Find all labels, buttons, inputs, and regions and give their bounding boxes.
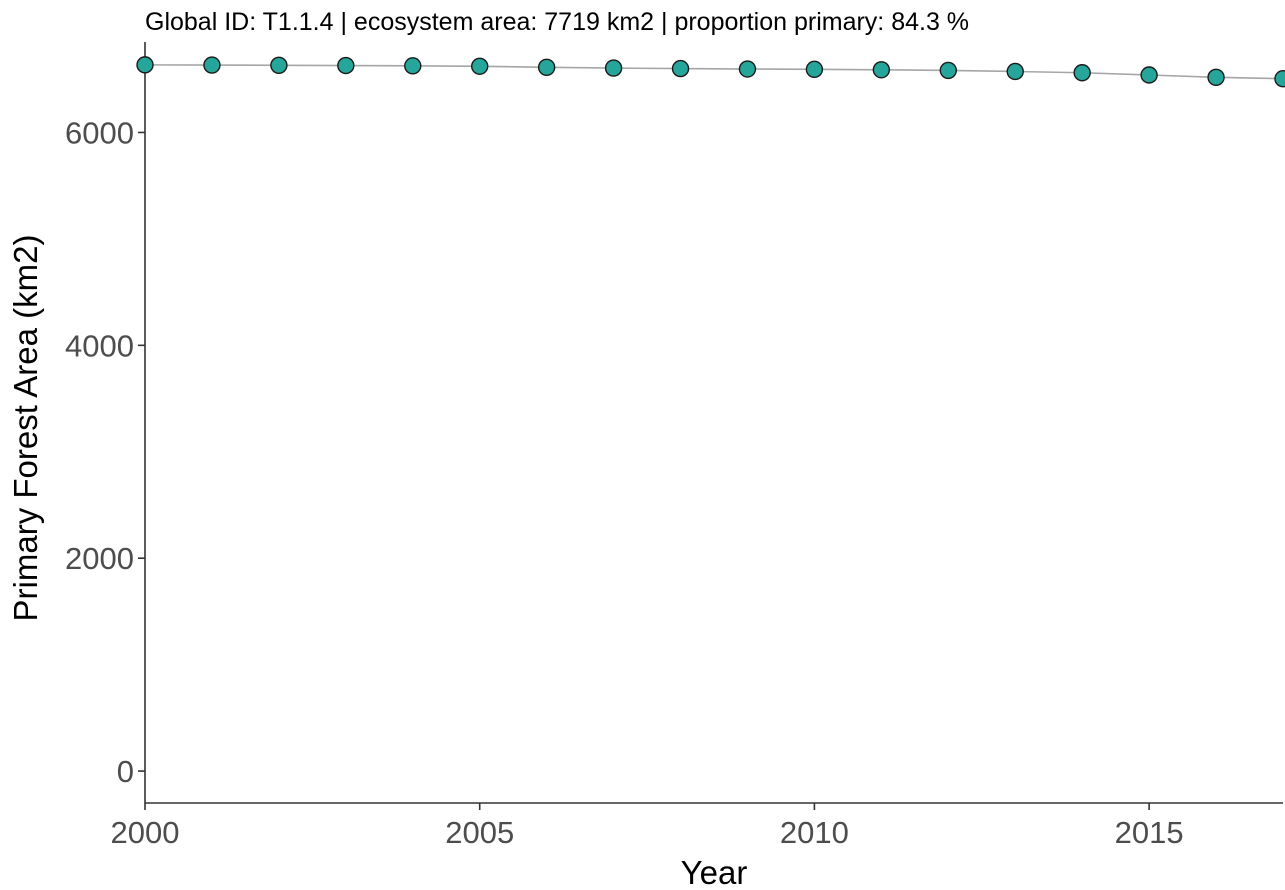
y-axis-ticks: 0 2000 4000 6000 xyxy=(65,115,145,789)
x-axis-ticks: 2000 2005 2010 2015 xyxy=(111,803,1184,850)
x-axis-title: Year xyxy=(681,854,748,890)
y-tick-label: 0 xyxy=(117,754,134,789)
x-tick-label: 2010 xyxy=(780,815,849,850)
data-point xyxy=(136,56,154,74)
data-point xyxy=(604,59,623,77)
data-point xyxy=(738,60,757,78)
data-point xyxy=(1006,62,1024,81)
data-point xyxy=(872,61,891,79)
data-point xyxy=(337,56,355,75)
data-point xyxy=(471,57,489,75)
data-point xyxy=(1207,68,1225,87)
data-point xyxy=(537,58,556,77)
data-point xyxy=(270,56,288,75)
data-point xyxy=(1140,66,1158,84)
chart-title: Global ID: T1.1.4 | ecosystem area: 7719… xyxy=(145,8,969,36)
x-tick-label: 2005 xyxy=(445,815,514,850)
data-point xyxy=(404,57,422,75)
series-line xyxy=(144,64,1284,80)
y-tick-label: 4000 xyxy=(65,328,134,363)
data-point xyxy=(939,61,957,80)
y-axis-title: Primary Forest Area (km2) xyxy=(7,235,44,622)
y-tick-label: 2000 xyxy=(65,541,134,576)
data-point xyxy=(805,60,824,79)
data-point xyxy=(203,56,221,74)
data-point xyxy=(671,59,690,78)
x-tick-label: 2000 xyxy=(111,815,180,850)
x-tick-label: 2015 xyxy=(1115,815,1184,850)
data-point xyxy=(1073,64,1091,82)
series-points xyxy=(136,56,1285,88)
y-tick-label: 6000 xyxy=(65,115,134,150)
data-point xyxy=(1274,70,1285,88)
